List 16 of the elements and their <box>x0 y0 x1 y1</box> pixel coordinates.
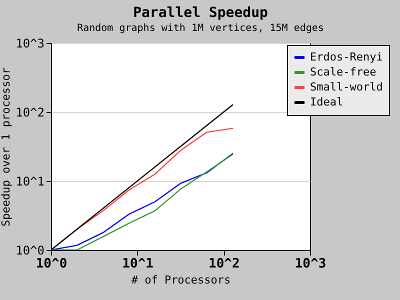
legend-label: Ideal <box>310 96 344 108</box>
y-tick-label: 10^0 <box>16 244 44 258</box>
legend-label: Erdos-Renyi <box>310 50 383 64</box>
x-axis-title: # of Processors <box>131 274 231 286</box>
y-axis-title: Speedup over 1 processor <box>0 67 13 226</box>
chart-subtitle: Random graphs with 1M vertices, 15M edges <box>77 23 324 34</box>
y-tick-label: 10^2 <box>16 106 44 120</box>
y-tick-label: 10^3 <box>16 36 44 50</box>
x-tick-label: 10^1 <box>122 256 154 272</box>
legend-label: Scale-free <box>310 66 376 78</box>
y-tick-label: 10^1 <box>16 174 44 188</box>
legend-label: Small-world <box>310 80 383 94</box>
x-tick-label: 10^2 <box>208 256 240 272</box>
x-tick-label: 10^0 <box>36 256 68 272</box>
x-tick-label: 10^3 <box>294 256 326 272</box>
chart-title: Parallel Speedup <box>133 5 268 21</box>
